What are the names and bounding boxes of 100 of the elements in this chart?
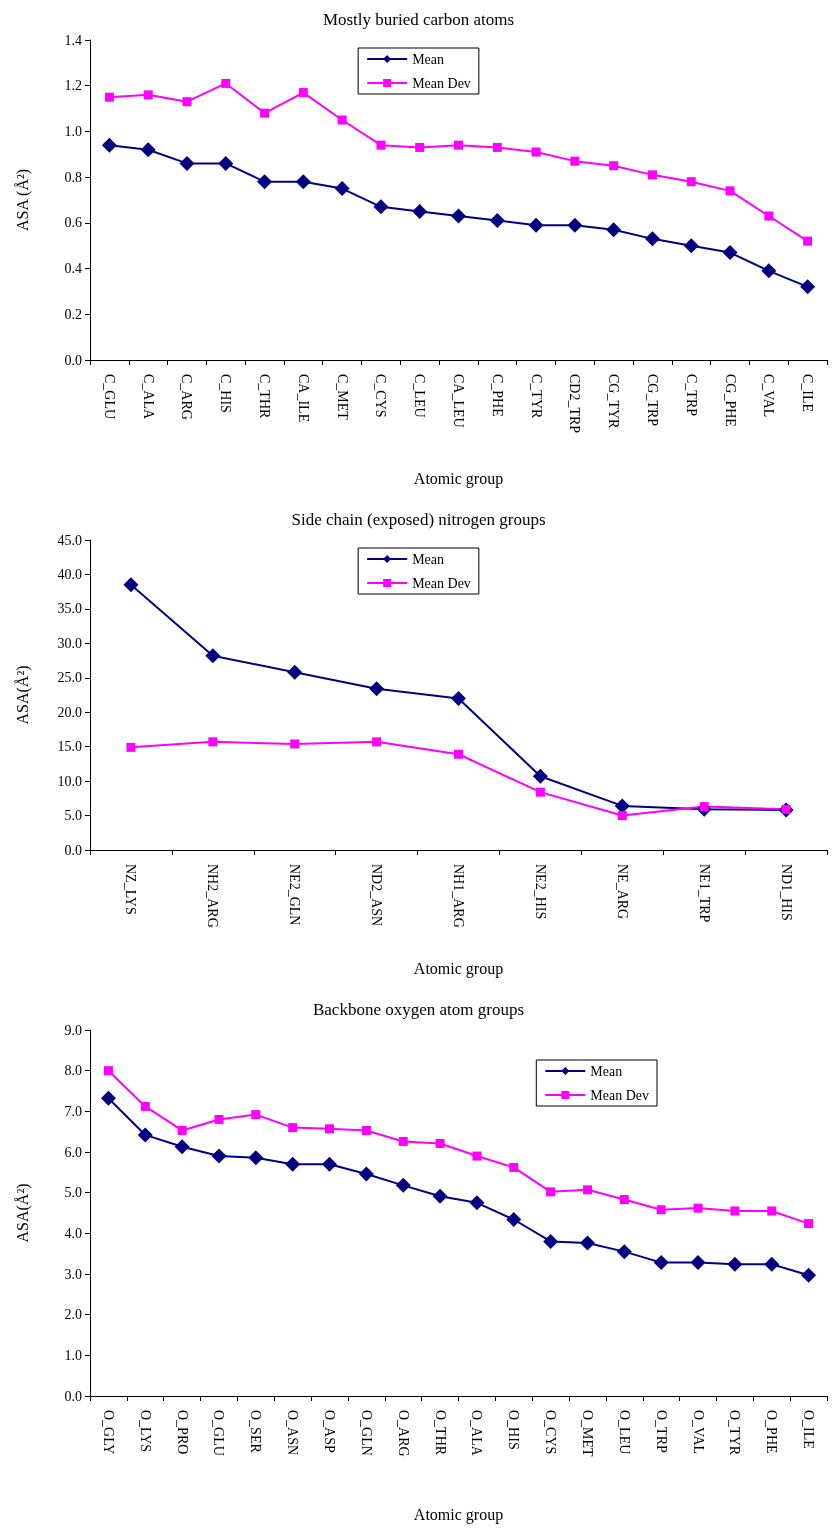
x-tick-label: C_HIS (218, 374, 234, 413)
legend-label: Mean Dev (590, 1087, 649, 1103)
x-tick-label: C_CYS (373, 374, 389, 418)
point (290, 739, 300, 749)
point (372, 737, 382, 747)
point (288, 1123, 298, 1133)
point (546, 1187, 556, 1197)
x-axis-title: Atomic group (413, 469, 504, 488)
point (644, 231, 660, 247)
x-tick-label: NE2_GLN (287, 864, 303, 926)
point (179, 155, 195, 171)
point (395, 1177, 411, 1193)
y-tick-label: 0.0 (64, 1388, 82, 1404)
x-tick-label: O_GLU (211, 1410, 227, 1456)
point (140, 1101, 150, 1111)
point (376, 140, 386, 150)
point (322, 1156, 338, 1172)
y-tick-label: 0.8 (64, 169, 82, 185)
x-tick-label: NH2_ARG (205, 864, 221, 928)
x-tick-label: O_ASP (322, 1410, 338, 1454)
x-tick-label: CG_TRP (644, 374, 660, 427)
x-tick-label: CG_TYR (606, 374, 622, 430)
x-axis-title: Atomic group (413, 1505, 504, 1524)
x-tick-label: O_ARG (395, 1410, 411, 1457)
y-axis-title: ASA(Å²) (13, 1183, 32, 1243)
y-tick-label: 0.2 (64, 306, 82, 322)
y-axis-title: ASA (Å²) (13, 168, 32, 232)
point (177, 1125, 187, 1135)
legend-label: Mean (590, 1063, 623, 1079)
point (454, 749, 463, 759)
y-tick-label: 15.0 (57, 739, 82, 755)
y-tick-label: 20.0 (57, 704, 82, 720)
point (683, 238, 699, 254)
point (398, 1136, 408, 1146)
x-tick-label: O_ASN (285, 1410, 301, 1456)
point (211, 1148, 227, 1164)
point (432, 1188, 448, 1204)
y-tick-label: 1.4 (64, 32, 82, 48)
point (609, 161, 619, 171)
point (686, 177, 696, 187)
x-tick-label: O_TRP (653, 1410, 669, 1453)
point (361, 1125, 371, 1135)
y-tick-label: 0.0 (64, 352, 82, 368)
x-tick-label: CG_PHE (722, 374, 738, 427)
x-tick-label: O_SER (248, 1410, 264, 1454)
point (123, 577, 139, 593)
point (619, 1195, 629, 1205)
point (567, 217, 583, 233)
point (722, 245, 738, 261)
x-tick-label: NZ_LYS (123, 864, 139, 915)
point (653, 1255, 669, 1271)
y-axis-title: ASA(Å²) (13, 665, 32, 725)
point (656, 1205, 666, 1215)
point (804, 1219, 814, 1229)
y-tick-label: 3.0 (64, 1266, 82, 1282)
x-tick-label: O_PRO (174, 1410, 190, 1455)
point (489, 213, 505, 229)
point (528, 217, 544, 233)
x-tick-label: C_ARG (179, 374, 195, 420)
x-tick-label: O_HIS (506, 1410, 522, 1450)
y-tick-label: 5.0 (64, 808, 82, 824)
point (358, 1166, 374, 1182)
x-tick-label: O_GLY (100, 1410, 116, 1455)
point (570, 156, 580, 166)
y-tick-label: 30.0 (57, 635, 82, 651)
y-tick-label: 1.2 (64, 78, 82, 94)
point (725, 186, 735, 196)
point (218, 155, 234, 171)
point (506, 1212, 522, 1228)
point (285, 1156, 301, 1172)
point (140, 142, 156, 158)
x-tick-label: CA_LEU (451, 374, 466, 428)
x-tick-label: O_PHE (764, 1410, 780, 1454)
y-tick-label: 1.0 (64, 123, 82, 139)
y-tick-label: 6.0 (64, 1144, 82, 1160)
x-tick-label: C_ILE (800, 374, 816, 413)
x-tick-label: C_TRP (683, 374, 699, 417)
point (800, 279, 816, 295)
point (535, 787, 545, 797)
x-tick-label: C_ALA (140, 374, 156, 420)
y-tick-label: 25.0 (57, 670, 82, 686)
x-tick-label: O_MET (579, 1410, 595, 1458)
point (214, 1114, 224, 1124)
y-tick-label: 45.0 (57, 532, 82, 548)
point (103, 1066, 113, 1076)
x-tick-label: O_CYS (543, 1410, 559, 1455)
point (100, 1090, 116, 1106)
point (803, 236, 813, 246)
point (767, 1206, 777, 1216)
x-tick-label: ND1_HIS (778, 864, 794, 921)
x-tick-label: O_ILE (801, 1410, 817, 1449)
point (509, 1162, 519, 1172)
x-tick-label: NH1_ARG (451, 864, 466, 928)
point (693, 1203, 703, 1213)
point (287, 664, 303, 680)
x-tick-label: O_GLN (358, 1410, 374, 1456)
point (373, 199, 389, 215)
point (104, 92, 114, 102)
point (492, 142, 502, 152)
point (137, 1127, 153, 1143)
